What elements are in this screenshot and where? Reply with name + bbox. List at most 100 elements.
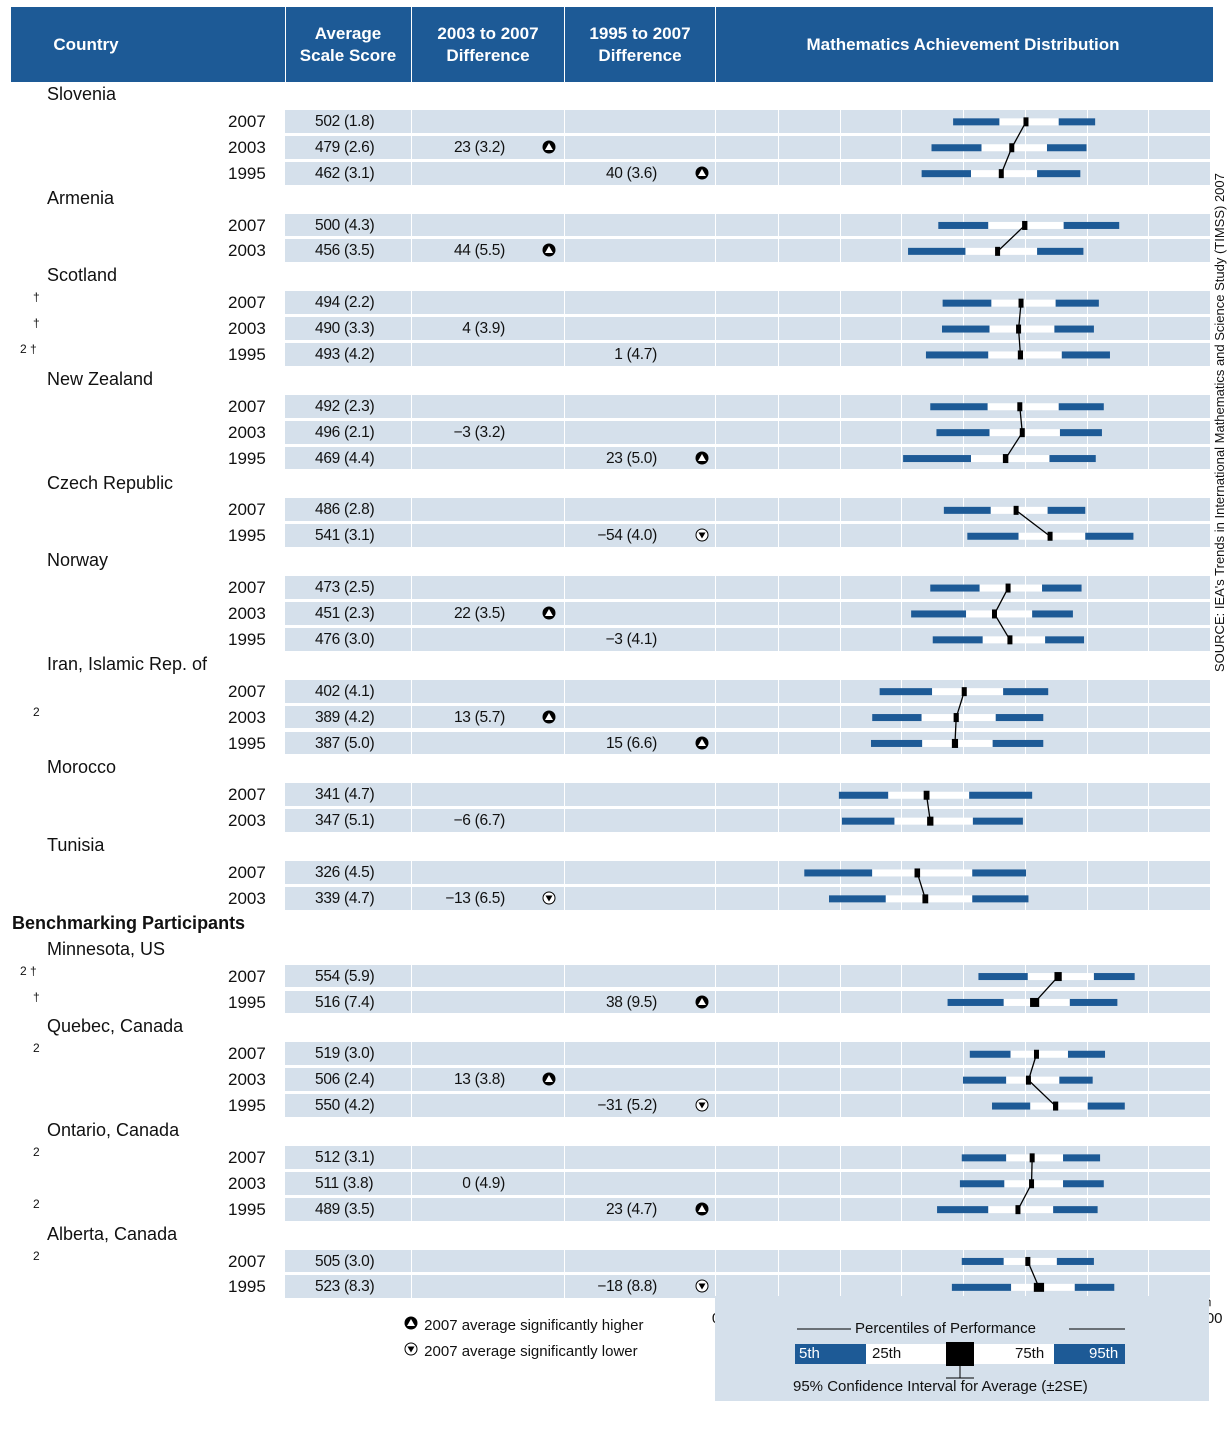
year-label: 2007 xyxy=(228,785,266,805)
row-band xyxy=(285,809,1210,833)
row-band xyxy=(285,964,1210,988)
header-diff-2003: 2003 to 2007 Difference xyxy=(437,24,539,65)
bar-75-95 xyxy=(992,739,1044,747)
country-name: Slovenia xyxy=(47,84,117,104)
bar-25-75 xyxy=(1006,1076,1060,1084)
legend-lower: 2007 average significantly lower xyxy=(404,1342,638,1360)
table-header xyxy=(11,7,1213,82)
bar-5-25 xyxy=(879,688,933,696)
diff-2003: 23 (3.2) xyxy=(453,138,505,156)
average-score: 326 (4.5) xyxy=(315,864,375,881)
year-label: 2007 xyxy=(228,966,266,986)
row-band xyxy=(285,783,1210,807)
country-name: Armenia xyxy=(47,187,115,208)
distribution-row xyxy=(932,636,1085,644)
diff-2003: 13 (5.7) xyxy=(453,708,505,726)
bar-75-95 xyxy=(1053,1206,1098,1214)
distribution-row xyxy=(943,506,1086,514)
bar-5-25 xyxy=(930,584,980,592)
year-label: 1995 xyxy=(228,992,266,1012)
header-average: Average Scale Score xyxy=(299,24,397,65)
distribution-row xyxy=(911,610,1073,618)
distribution-row xyxy=(930,584,1082,592)
distribution-row xyxy=(969,1050,1106,1058)
bar-5-25 xyxy=(931,144,982,152)
mean-ci-marker xyxy=(1033,1049,1039,1059)
trend-line xyxy=(1015,509,1051,537)
mean-ci-marker xyxy=(1025,1256,1031,1266)
bar-5-25 xyxy=(804,869,873,877)
legend-higher: 2007 average significantly higher xyxy=(404,1316,643,1334)
distribution-row xyxy=(841,817,1023,825)
mean-ci-marker xyxy=(1017,402,1023,412)
country-name: Scotland xyxy=(47,265,118,286)
average-score: 516 (7.4) xyxy=(315,993,375,1011)
distribution-row xyxy=(838,791,1033,799)
mean-ci-marker xyxy=(1007,635,1013,645)
country-name: Quebec, Canada xyxy=(47,1016,184,1037)
year-label: 2007 xyxy=(228,293,266,313)
bar-25-75 xyxy=(987,403,1059,411)
year-label: 1995 xyxy=(228,1096,266,1116)
header-diff-1995: 1995 to 2007 Difference xyxy=(589,24,691,65)
bar-5-25 xyxy=(936,429,990,437)
year-label: 2003 xyxy=(228,1070,266,1090)
row-band xyxy=(285,861,1210,884)
up-triangle-icon xyxy=(695,166,709,184)
average-score: 511 (3.8) xyxy=(315,1174,374,1192)
bar-25-75 xyxy=(1010,1050,1068,1058)
year-label: 2003 xyxy=(228,137,266,157)
mean-ci-marker xyxy=(927,816,934,826)
source-note: SOURCE: IEA's Trends in International Ma… xyxy=(1212,173,1227,672)
average-score: 500 (4.3) xyxy=(315,216,375,234)
legend-ci: 95% Confidence Interval for Average (±2S… xyxy=(793,1378,1088,1395)
bar-75-95 xyxy=(1055,299,1099,307)
section-heading: Benchmarking Participants xyxy=(12,912,246,933)
down-triangle-icon xyxy=(695,528,709,546)
mean-ci-marker xyxy=(1022,220,1028,230)
distribution-row xyxy=(942,325,1094,333)
up-triangle-icon xyxy=(695,736,709,754)
legend-25th: 25th xyxy=(872,1345,902,1362)
header-separator xyxy=(715,7,716,82)
column-separator xyxy=(564,82,565,1300)
distribution-row xyxy=(992,1102,1125,1110)
row-band xyxy=(285,1249,1210,1273)
bar-25-75 xyxy=(966,610,1033,618)
grid-line xyxy=(840,82,841,1300)
country-name: Iran, Islamic Rep. of xyxy=(47,653,208,674)
mean-ci-marker xyxy=(914,868,921,878)
bar-5-25 xyxy=(911,610,967,618)
distribution-row xyxy=(879,688,1049,696)
distribution-row xyxy=(903,455,1096,463)
average-score: 389 (4.2) xyxy=(315,708,375,726)
bar-75-95 xyxy=(1059,1076,1093,1084)
bar-5-25 xyxy=(942,299,992,307)
mean-ci-marker xyxy=(1029,1179,1035,1189)
bar-5-25 xyxy=(978,973,1028,981)
year-label: 2007 xyxy=(228,215,266,235)
country-name: New Zealand xyxy=(47,368,154,389)
diff-1995: −31 (5.2) xyxy=(597,1097,657,1115)
bar-5-25 xyxy=(841,817,895,825)
bar-5-25 xyxy=(953,118,1000,126)
footnote-marker: † xyxy=(33,989,40,1004)
distribution-row xyxy=(804,869,1026,877)
bar-5-25 xyxy=(943,506,991,514)
row-band xyxy=(285,291,1210,315)
average-score: 476 (3.0) xyxy=(315,630,375,648)
row-band xyxy=(285,239,1210,263)
row-band xyxy=(285,498,1210,522)
mean-ci-marker xyxy=(923,790,930,800)
diff-2003: 0 (4.9) xyxy=(462,1174,505,1192)
year-label: 1995 xyxy=(228,1277,266,1297)
average-score: 341 (4.7) xyxy=(315,786,375,804)
row-band xyxy=(285,576,1210,599)
average-score: 489 (3.5) xyxy=(315,1200,375,1218)
year-label: 2003 xyxy=(228,604,266,623)
bar-75-95 xyxy=(1045,636,1085,644)
header-distribution: Mathematics Achievement Distribution xyxy=(806,34,1120,54)
diff-2003: 22 (3.5) xyxy=(453,605,505,622)
distribution-row xyxy=(938,221,1120,229)
year-label: 2003 xyxy=(228,707,266,727)
